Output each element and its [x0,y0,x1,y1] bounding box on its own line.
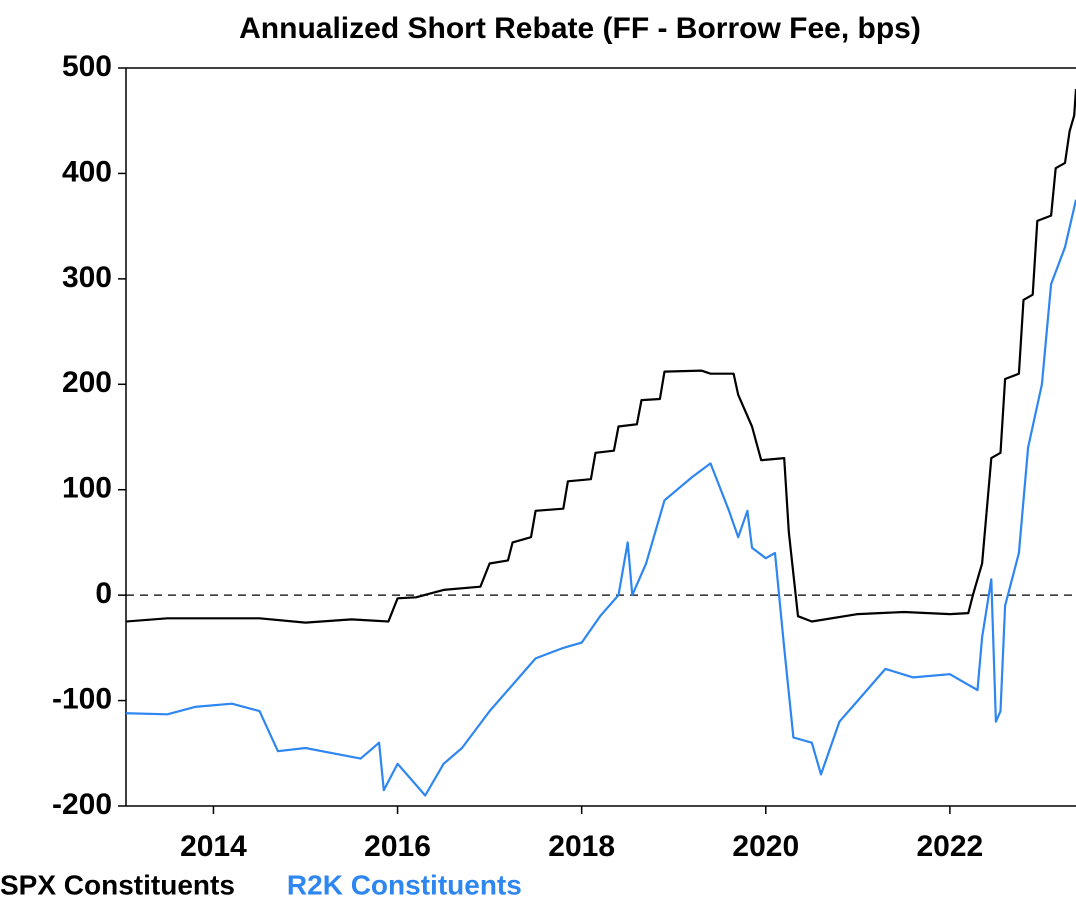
legend-label: SPX Constituents [0,869,235,900]
y-tick-label: 0 [95,577,112,610]
x-tick-label: 2016 [364,830,431,863]
y-tick-label: -200 [52,788,112,821]
y-tick-label: 300 [62,261,112,294]
series-line [125,199,1076,797]
x-tick-label: 2014 [180,830,247,863]
x-tick-label: 2020 [732,830,799,863]
y-tick-label: 500 [62,50,112,83]
y-tick-label: 400 [62,155,112,188]
y-tick-label: 100 [62,472,112,505]
y-tick-label: 200 [62,366,112,399]
chart-title: Annualized Short Rebate (FF - Borrow Fee… [239,12,921,45]
x-tick-label: 2018 [548,830,615,863]
y-tick-label: -100 [52,682,112,715]
series-line [125,89,1076,624]
legend-label: R2K Constituents [287,869,522,900]
x-tick-label: 2022 [917,830,984,863]
